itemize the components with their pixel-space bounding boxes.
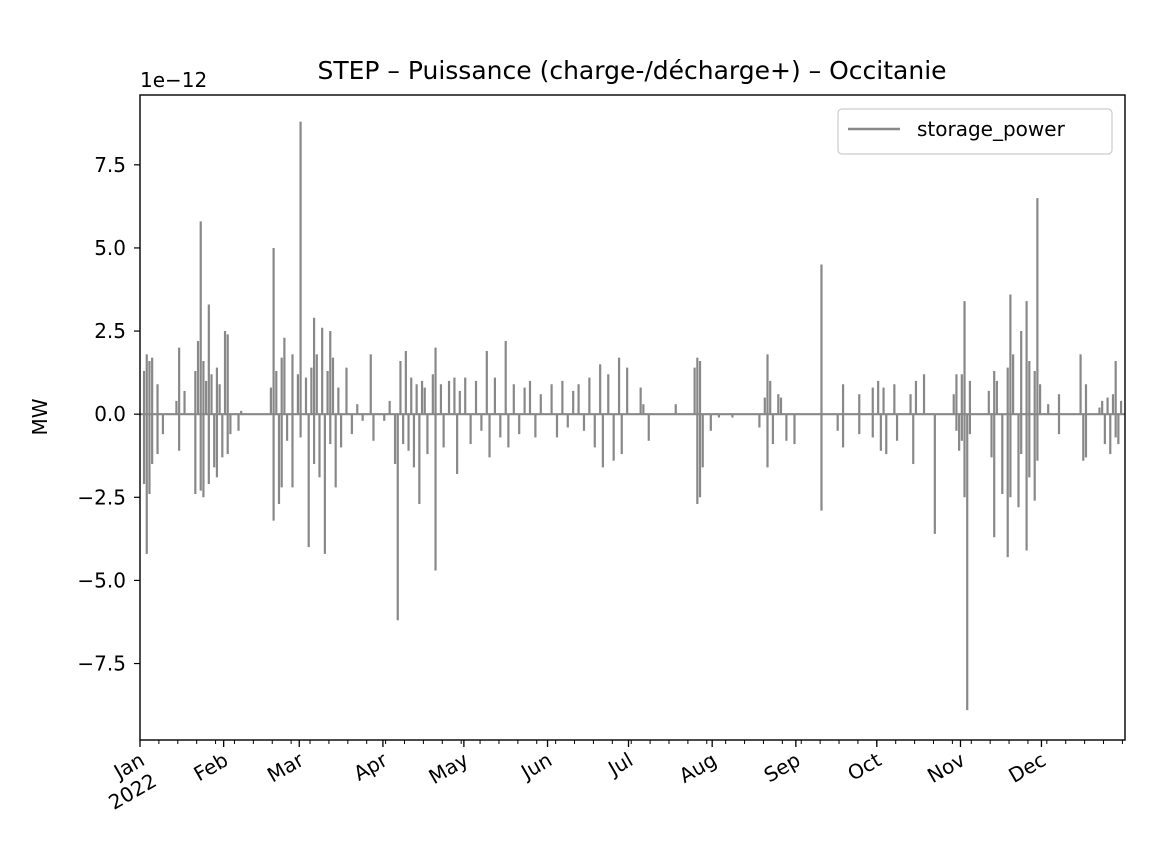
- y-tick-label: 2.5: [94, 319, 126, 343]
- legend-box: [837, 108, 1113, 155]
- x-tick-label-group: Dec: [1004, 748, 1050, 788]
- x-tick-label: Dec: [1004, 748, 1050, 788]
- y-axis-label: MW: [28, 398, 52, 435]
- legend: storage_power: [837, 108, 1113, 155]
- y-tick-label: 7.5: [94, 153, 126, 177]
- legend-label-storage-power: storage_power: [917, 117, 1066, 141]
- y-offset-text: 1e−12: [140, 68, 207, 92]
- x-tick-label-group: May: [425, 747, 473, 789]
- x-tick-label-group: Sep: [760, 748, 805, 788]
- x-tick-label-group: Oct: [843, 747, 885, 785]
- y-tick-label: −5.0: [77, 568, 126, 592]
- series-layer: [140, 121, 1125, 711]
- y-tick-label: −7.5: [77, 652, 126, 676]
- x-tick-label-group: Mar: [263, 747, 308, 787]
- y-axis: −7.5 −5.0 −2.5 0.0 2.5 5.0 7.5: [77, 153, 140, 676]
- x-tick-label: Jul: [602, 748, 637, 782]
- x-tick-label: Feb: [189, 748, 232, 786]
- y-tick-label: −2.5: [77, 485, 126, 509]
- x-tick-label: Apr: [349, 747, 392, 785]
- x-tick-label-group: Jun: [515, 748, 556, 785]
- x-tick-label: Oct: [843, 747, 885, 785]
- x-tick-label-group: Aug: [675, 748, 721, 788]
- x-tick-label-group: Nov: [923, 747, 969, 787]
- x-tick-label: Aug: [675, 748, 721, 788]
- x-tick-label-group: Apr: [349, 747, 392, 785]
- x-tick-label: Nov: [923, 747, 969, 787]
- x-tick-label-group: Feb: [189, 748, 232, 786]
- chart-title: STEP – Puissance (charge-/décharge+) – O…: [317, 56, 946, 85]
- x-tick-label: Mar: [263, 747, 308, 787]
- x-tick-label-group: Jul: [602, 748, 637, 782]
- plot-frame: [139, 94, 1126, 741]
- y-tick-label: 0.0: [94, 402, 126, 426]
- y-tick-label: 5.0: [94, 236, 126, 260]
- x-tick-label: Jun: [515, 748, 556, 785]
- x-tick-label: May: [425, 747, 473, 789]
- x-tick-label: Sep: [760, 748, 805, 788]
